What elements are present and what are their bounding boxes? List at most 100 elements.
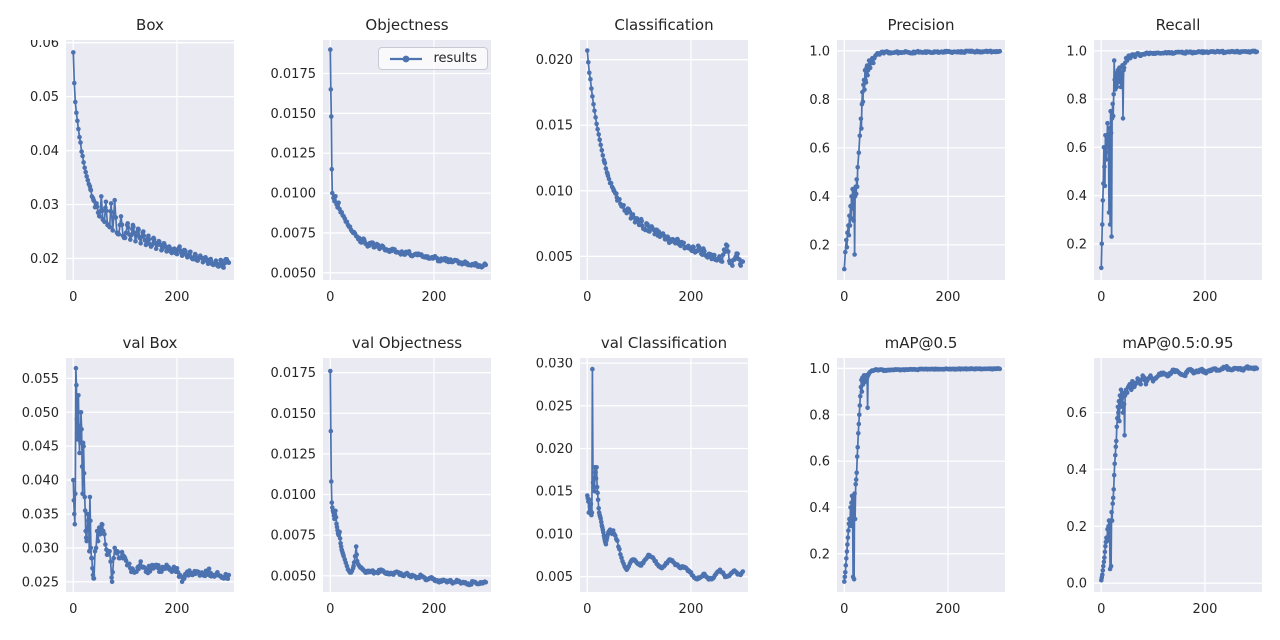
x-tick-labels: 0 200 [1097, 602, 1217, 617]
svg-text:0.010: 0.010 [536, 184, 573, 199]
gridlines [1094, 358, 1262, 592]
svg-text:0.2: 0.2 [809, 547, 830, 562]
svg-text:0.2: 0.2 [1066, 237, 1087, 252]
y-tick-labels: 0.0050 0.0075 0.0100 0.0125 0.0150 0.0175 [271, 366, 317, 584]
legend-label: results [433, 51, 477, 66]
svg-text:0.05: 0.05 [30, 90, 59, 105]
plot-title: Box [136, 16, 164, 34]
svg-text:0.015: 0.015 [536, 119, 573, 134]
svg-text:0.035: 0.035 [22, 508, 59, 523]
plot-title: Classification [614, 16, 714, 34]
x-tick-labels: 0 200 [69, 602, 189, 617]
svg-text:0: 0 [583, 290, 591, 305]
series-results [71, 50, 232, 270]
svg-text:0.045: 0.045 [22, 440, 59, 455]
x-tick-labels: 0 200 [326, 602, 446, 617]
svg-text:0.0150: 0.0150 [271, 407, 317, 422]
svg-text:0.025: 0.025 [536, 399, 573, 414]
svg-text:0.020: 0.020 [536, 442, 573, 457]
svg-text:0.040: 0.040 [22, 474, 59, 489]
plot-canvas-recall: 0.2 0.4 0.6 0.8 1.0 0 200 [1066, 40, 1262, 305]
svg-text:0.4: 0.4 [809, 190, 830, 205]
svg-text:0.0150: 0.0150 [271, 107, 317, 122]
svg-text:0.055: 0.055 [22, 372, 59, 387]
series-results [585, 48, 746, 268]
y-tick-labels: 0.025 0.030 0.035 0.040 0.045 0.050 0.055 [22, 372, 59, 590]
svg-text:0.0100: 0.0100 [271, 488, 317, 503]
svg-text:200: 200 [165, 602, 190, 617]
subplot-map50-95: mAP@0.5:0.95 0.0 0.2 0.4 0.6 0 200 [1032, 328, 1262, 620]
svg-text:0.4: 0.4 [1066, 463, 1087, 478]
svg-text:0.0: 0.0 [1066, 577, 1087, 592]
svg-text:0.030: 0.030 [22, 541, 59, 556]
x-tick-labels: 0 200 [840, 290, 960, 305]
svg-text:0.010: 0.010 [536, 527, 573, 542]
subplot-recall: Recall 0.2 0.4 0.6 0.8 1.0 0 200 [1032, 10, 1262, 308]
svg-text:0.0050: 0.0050 [271, 569, 317, 584]
svg-text:0.2: 0.2 [1066, 520, 1087, 535]
series-markers [328, 47, 489, 270]
svg-text:0.6: 0.6 [809, 455, 830, 470]
plot-title: mAP@0.5 [884, 334, 958, 352]
series-markers [842, 48, 1003, 272]
svg-text:200: 200 [1193, 290, 1218, 305]
svg-text:0.4: 0.4 [809, 501, 830, 516]
svg-text:0.6: 0.6 [809, 141, 830, 156]
svg-text:0: 0 [326, 602, 334, 617]
svg-text:1.0: 1.0 [1066, 44, 1087, 59]
series-markers [585, 48, 746, 268]
svg-text:200: 200 [1193, 602, 1218, 617]
series-markers [71, 50, 232, 270]
subplot-val-classification: val Classification 0.005 0.010 0.015 0.020 0… [518, 328, 748, 620]
svg-text:0.0050: 0.0050 [271, 266, 317, 281]
svg-text:0.0125: 0.0125 [271, 147, 317, 162]
series-markers [1099, 48, 1260, 271]
x-tick-labels: 0 200 [69, 290, 189, 305]
legend: results [378, 47, 488, 70]
x-tick-labels: 0 200 [840, 602, 960, 617]
svg-text:0: 0 [69, 602, 77, 617]
y-tick-labels: 0.0 0.2 0.4 0.6 [1066, 406, 1087, 592]
series-results [1099, 364, 1260, 583]
plot-canvas-precision: 0.2 0.4 0.6 0.8 1.0 0 200 [809, 40, 1005, 305]
svg-text:0.8: 0.8 [809, 93, 830, 108]
subplot-val-objectness: val Objectness 0.0050 0.0075 0.0100 0.0125 0… [261, 328, 491, 620]
svg-text:0.0175: 0.0175 [271, 366, 317, 381]
svg-text:0.8: 0.8 [1066, 93, 1087, 108]
plot-background [837, 40, 1005, 280]
svg-text:0: 0 [583, 602, 591, 617]
svg-text:200: 200 [679, 290, 704, 305]
svg-text:0.06: 0.06 [30, 40, 59, 51]
series-markers [1099, 364, 1260, 583]
svg-text:0.8: 0.8 [809, 408, 830, 423]
svg-text:0.0075: 0.0075 [271, 529, 317, 544]
svg-text:0.04: 0.04 [30, 144, 59, 159]
svg-text:0.030: 0.030 [536, 358, 573, 372]
y-tick-labels: 0.005 0.010 0.015 0.020 0.025 0.030 [536, 358, 573, 585]
plot-title: Precision [887, 16, 955, 34]
plot-title: mAP@0.5:0.95 [1122, 334, 1234, 352]
svg-text:0.0175: 0.0175 [271, 67, 317, 82]
svg-text:0.4: 0.4 [1066, 189, 1087, 204]
svg-text:0: 0 [326, 290, 334, 305]
legend-line-marker-icon [390, 55, 423, 62]
svg-text:1.0: 1.0 [809, 362, 830, 377]
plot-canvas-val-classification: 0.005 0.010 0.015 0.020 0.025 0.030 0 200 [536, 358, 748, 617]
gridlines [66, 358, 234, 592]
plot-canvas-val-objectness: 0.0050 0.0075 0.0100 0.0125 0.0150 0.0175 0 200 [271, 358, 491, 617]
y-tick-labels: 0.02 0.03 0.04 0.05 0.06 [30, 40, 59, 267]
svg-text:0: 0 [69, 290, 77, 305]
series-results [71, 365, 232, 585]
y-tick-labels: 0.0050 0.0075 0.0100 0.0125 0.0150 0.0175 [271, 67, 317, 281]
subplot-objectness: Objectness results 0.0050 0.0075 0.0100 0.0… [261, 10, 491, 308]
y-tick-labels: 0.2 0.4 0.6 0.8 1.0 [809, 44, 830, 253]
svg-text:0.005: 0.005 [536, 570, 573, 585]
plot-canvas-classification: 0.005 0.010 0.015 0.020 0 200 [536, 40, 748, 305]
plot-background [323, 358, 491, 592]
svg-text:0.0125: 0.0125 [271, 447, 317, 462]
plot-title: val Classification [600, 334, 728, 352]
series-results [842, 366, 1003, 584]
subplot-classification: Classification 0.005 0.010 0.015 0.020 0 200 [518, 10, 748, 308]
plot-canvas-objectness: 0.0050 0.0075 0.0100 0.0125 0.0150 0.0175 0 200 [271, 40, 491, 305]
series-results [328, 47, 489, 270]
